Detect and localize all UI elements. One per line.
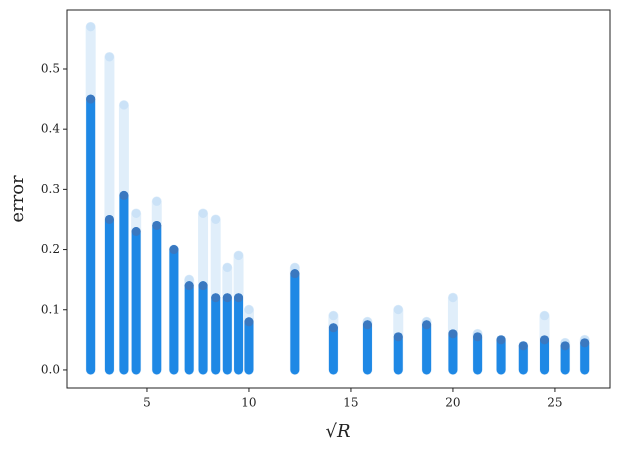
faint-point: [448, 293, 458, 303]
y-tick-label: 0.2: [41, 242, 60, 256]
faint-point: [328, 311, 338, 321]
top-point: [496, 335, 506, 345]
y-tick-label: 0.1: [41, 302, 60, 316]
faint-point: [393, 305, 403, 315]
plot-frame: [66, 9, 611, 389]
faint-point: [152, 196, 162, 206]
top-point: [184, 281, 194, 291]
faint-point: [119, 100, 129, 110]
top-point: [290, 269, 300, 279]
top-point: [580, 338, 590, 348]
x-tick-label: 15: [343, 396, 358, 410]
top-point: [560, 341, 570, 351]
x-tick-label: 25: [547, 396, 562, 410]
top-point: [540, 335, 550, 345]
top-point: [222, 293, 232, 303]
x-tick-label: 5: [143, 396, 151, 410]
y-tick-label: 0.3: [41, 182, 60, 196]
faint-point: [86, 22, 96, 32]
x-tick-label: 20: [445, 396, 460, 410]
top-point: [152, 220, 162, 230]
top-point: [234, 293, 244, 303]
y-axis-label: error: [7, 175, 28, 223]
top-point: [448, 329, 458, 339]
y-tick-label: 0.0: [41, 362, 60, 376]
faint-point: [198, 208, 208, 218]
faint-point: [540, 311, 550, 321]
faint-point: [131, 208, 141, 218]
top-point: [473, 332, 483, 342]
faint-point: [222, 263, 232, 273]
top-point: [362, 320, 372, 330]
top-point: [169, 245, 179, 255]
top-point: [244, 317, 254, 327]
top-point: [131, 227, 141, 237]
y-tick-label: 0.4: [41, 122, 60, 136]
x-tick-label: 10: [241, 396, 256, 410]
top-point: [422, 320, 432, 330]
top-point: [393, 332, 403, 342]
faint-point: [244, 305, 254, 315]
faint-point: [234, 251, 244, 261]
y-tick-label: 0.5: [41, 61, 60, 75]
x-axis-label: √R: [325, 421, 350, 442]
top-point: [104, 214, 114, 224]
top-point: [86, 94, 96, 104]
top-point: [328, 323, 338, 333]
top-point: [518, 341, 528, 351]
top-point: [198, 281, 208, 291]
faint-point: [104, 52, 114, 62]
faint-point: [211, 214, 221, 224]
top-point: [211, 293, 221, 303]
top-point: [119, 190, 129, 200]
